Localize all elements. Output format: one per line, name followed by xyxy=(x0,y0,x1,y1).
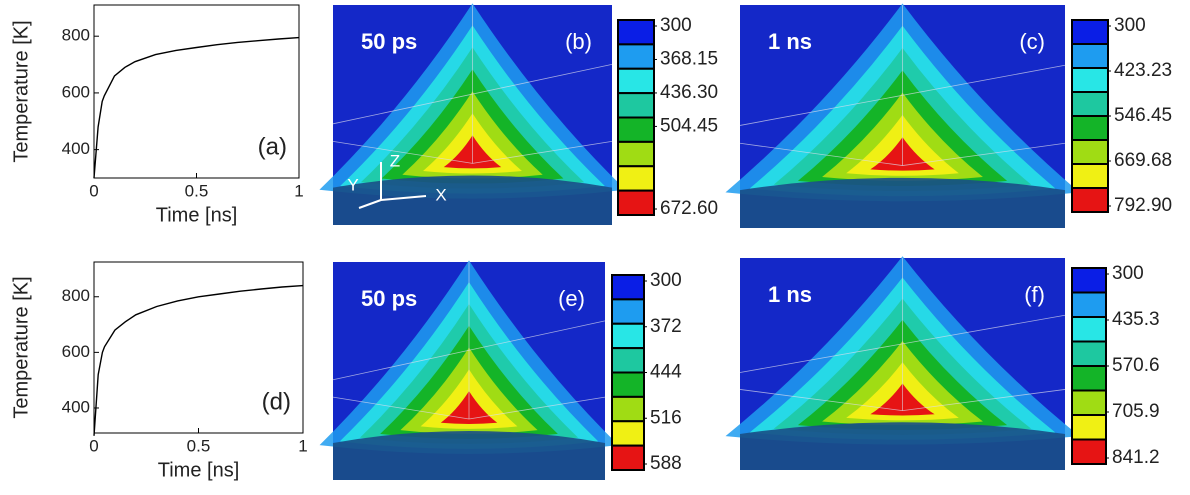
time-label: 50 ps xyxy=(361,29,417,54)
colorbar-swatch xyxy=(1072,342,1106,367)
colorbar-swatch xyxy=(612,324,644,348)
colorbar-swatch xyxy=(612,421,644,445)
panel-label: (c) xyxy=(1019,29,1045,54)
colorbar-swatch xyxy=(1072,440,1106,465)
x-tick-label: 0 xyxy=(89,436,98,455)
colorbar-label: 435.3 xyxy=(1112,309,1160,330)
y-tick-label: 400 xyxy=(62,397,90,416)
colorbar-swatch xyxy=(1072,164,1108,188)
colorbar-swatch xyxy=(618,20,654,44)
colorbar-swatch xyxy=(1072,188,1108,212)
colorbar-label: 436.30 xyxy=(660,82,718,103)
colorbar-label: 300 xyxy=(1114,15,1146,36)
x-tick-label: 0.5 xyxy=(187,436,211,455)
y-tick-label: 800 xyxy=(62,26,90,45)
x-axis-label: Time [ns] xyxy=(158,459,240,481)
colorbar-label: 423.23 xyxy=(1114,60,1172,81)
colorbar-swatch xyxy=(618,44,654,68)
colorbar-label: 669.68 xyxy=(1114,150,1172,171)
x-tick-label: 0 xyxy=(89,181,98,200)
panel-label: (d) xyxy=(262,388,291,415)
panel-label: (a) xyxy=(258,133,287,160)
y-tick-label: 600 xyxy=(62,82,90,101)
axis-label: Y xyxy=(347,175,358,194)
axis-label: X xyxy=(435,185,446,204)
ground-band xyxy=(740,178,1065,228)
colorbar-swatch xyxy=(612,446,644,470)
colorbar-swatch xyxy=(1072,92,1108,116)
panel-label: (f) xyxy=(1024,282,1045,307)
colorbar-label: 444 xyxy=(650,362,682,383)
colorbar-swatch xyxy=(618,69,654,93)
colorbar-label: 588 xyxy=(650,453,682,474)
colorbar-swatch xyxy=(618,166,654,190)
colorbar-swatch xyxy=(618,93,654,117)
colorbar-swatch xyxy=(1072,140,1108,164)
colorbar-swatch xyxy=(612,299,644,323)
colorbar-swatch xyxy=(1072,116,1108,140)
panel-label: (e) xyxy=(558,286,585,311)
y-axis-label: Temperature [K] xyxy=(10,20,32,162)
ground-band xyxy=(740,422,1065,470)
y-axis-label: Temperature [K] xyxy=(10,276,32,418)
x-axis-label: Time [ns] xyxy=(156,204,238,226)
x-tick-label: 1 xyxy=(294,181,303,200)
x-tick-label: 1 xyxy=(298,436,307,455)
time-label: 1 ns xyxy=(768,282,812,307)
colorbar-swatch xyxy=(1072,366,1106,391)
colorbar-swatch xyxy=(612,397,644,421)
colorbar-swatch xyxy=(1072,20,1108,44)
y-tick-label: 400 xyxy=(62,139,90,158)
colorbar-label: 792.90 xyxy=(1114,195,1172,216)
colorbar-swatch xyxy=(1072,317,1106,342)
colorbar-swatch xyxy=(1072,391,1106,416)
colorbar-label: 516 xyxy=(650,407,682,428)
colorbar-label: 300 xyxy=(1112,263,1144,284)
time-label: 50 ps xyxy=(361,286,417,311)
ground-band xyxy=(333,431,605,480)
colorbar-label: 504.45 xyxy=(660,115,718,136)
colorbar-label: 368.15 xyxy=(660,48,718,69)
y-tick-label: 800 xyxy=(62,286,90,305)
colorbar-swatch xyxy=(618,191,654,215)
colorbar-swatch xyxy=(612,348,644,372)
colorbar-swatch xyxy=(1072,293,1106,318)
figure: 400 600 800 0 0.5 1 Time [ns] Temperature [K] (a… xyxy=(0,0,1190,495)
colorbar-swatch xyxy=(618,118,654,142)
ground-band xyxy=(333,176,612,226)
colorbar-swatch xyxy=(1072,68,1108,92)
colorbar-label: 705.9 xyxy=(1112,401,1160,422)
time-label: 1 ns xyxy=(768,29,812,54)
colorbar-label: 672.60 xyxy=(660,198,718,219)
y-tick-label: 600 xyxy=(62,342,90,361)
x-tick-label: 0.5 xyxy=(185,181,209,200)
colorbar-label: 372 xyxy=(650,316,682,337)
colorbar-label: 546.45 xyxy=(1114,105,1172,126)
colorbar-swatch xyxy=(1072,44,1108,68)
panel-label: (b) xyxy=(565,29,592,54)
colorbar-swatch xyxy=(618,142,654,166)
colorbar-label: 570.6 xyxy=(1112,355,1160,376)
colorbar-label: 300 xyxy=(650,270,682,291)
colorbar-swatch xyxy=(1072,415,1106,440)
axis-label: Z xyxy=(390,151,400,170)
colorbar-swatch xyxy=(612,373,644,397)
colorbar-swatch xyxy=(1072,268,1106,293)
colorbar-swatch xyxy=(612,275,644,299)
colorbar-label: 300 xyxy=(660,15,692,36)
colorbar-label: 841.2 xyxy=(1112,447,1160,468)
